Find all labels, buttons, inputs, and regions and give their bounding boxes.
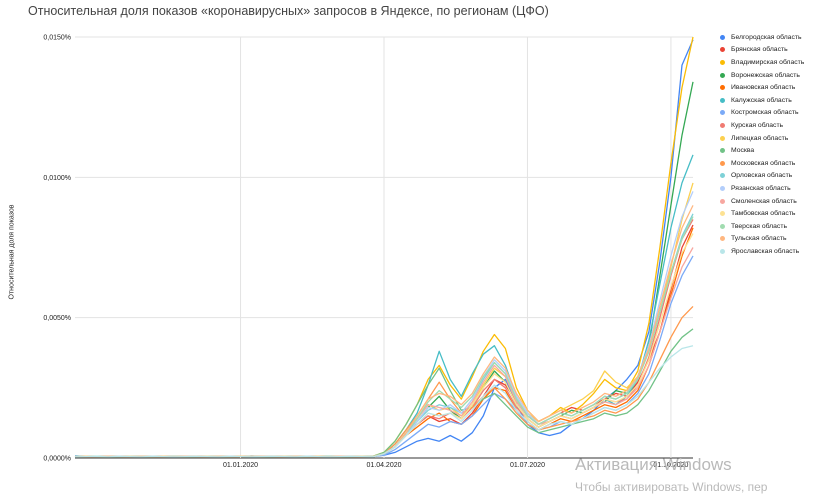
legend-item-5: Ивановская область (720, 81, 804, 94)
legend-item-9: Липецкая область (720, 132, 804, 145)
legend-swatch (720, 148, 725, 154)
y-tick-label: 0,0100% (43, 175, 71, 182)
legend-swatch (720, 198, 725, 204)
legend-item-14: Смоленская область (720, 195, 804, 208)
legend-label: Ярославская область (731, 247, 800, 255)
legend-label: Орловская область (731, 172, 793, 180)
legend-label: Смоленская область (731, 197, 797, 205)
legend-label: Тульская область (731, 235, 787, 243)
legend-swatch (720, 97, 725, 103)
legend-label: Белгородская область (731, 33, 802, 41)
legend-label: Московская область (731, 159, 796, 167)
legend-label: Тамбовская область (731, 210, 796, 218)
y-tick-label: 0,0150% (43, 35, 71, 42)
legend-swatch (720, 72, 725, 78)
legend-swatch (720, 135, 725, 141)
windows-activation-hint: Чтобы активировать Windows, пер (575, 480, 768, 494)
legend-swatch (720, 110, 725, 116)
legend-swatch (720, 211, 725, 217)
legend-swatch (720, 223, 725, 229)
y-tick-label: 0,0000% (43, 456, 71, 463)
legend-item-15: Тамбовская область (720, 207, 804, 220)
legend-item-7: Костромская область (720, 107, 804, 120)
legend-swatch (720, 236, 725, 242)
legend-swatch (720, 248, 725, 254)
legend-label: Рязанская область (731, 184, 791, 192)
legend-swatch (720, 173, 725, 179)
legend-swatch (720, 160, 725, 166)
legend-label: Тверская область (731, 222, 787, 230)
legend-label: Брянская область (731, 46, 788, 54)
legend-swatch (720, 47, 725, 53)
legend-item-11: Московская область (720, 157, 804, 170)
legend-item-4: Воронежская область (720, 69, 804, 82)
legend-item-8: Курская область (720, 119, 804, 132)
legend-swatch (720, 85, 725, 91)
x-tick-label: 01.01.2020 (223, 462, 258, 469)
series-line-18 (74, 345, 694, 458)
chart-legend: Белгородская область Брянская область Влад… (720, 31, 804, 258)
legend-label: Липецкая область (731, 134, 789, 142)
x-tick-label: 01.10.2020 (653, 462, 688, 469)
legend-item-10: Москва (720, 144, 804, 157)
chart-title: Относительная доля показов «коронавирусн… (28, 4, 549, 18)
legend-label: Калужская область (731, 96, 792, 104)
legend-swatch (720, 34, 725, 40)
legend-swatch (720, 59, 725, 65)
x-tick-label: 01.07.2020 (510, 462, 545, 469)
legend-swatch (720, 185, 725, 191)
legend-label: Ивановская область (731, 84, 796, 92)
y-tick-label: 0,0050% (43, 315, 71, 322)
legend-label: Воронежская область (731, 71, 800, 79)
legend-item-2: Брянская область (720, 44, 804, 57)
legend-item-16: Тверская область (720, 220, 804, 233)
legend-item-17: Тульская область (720, 233, 804, 246)
legend-label: Костромская область (731, 109, 799, 117)
windows-activation-watermark: Активация Windows (575, 455, 732, 474)
legend-label: Москва (731, 147, 755, 155)
legend-label: Владимирская область (731, 58, 805, 66)
legend-swatch (720, 122, 725, 128)
x-tick-label: 01.04.2020 (366, 462, 401, 469)
legend-item-18: Ярославская область (720, 245, 804, 258)
legend-label: Курская область (731, 121, 784, 129)
legend-item-3: Владимирская область (720, 56, 804, 69)
legend-item-1: Белгородская область (720, 31, 804, 44)
legend-item-12: Орловская область (720, 170, 804, 183)
legend-item-13: Рязанская область (720, 182, 804, 195)
legend-item-6: Калужская область (720, 94, 804, 107)
